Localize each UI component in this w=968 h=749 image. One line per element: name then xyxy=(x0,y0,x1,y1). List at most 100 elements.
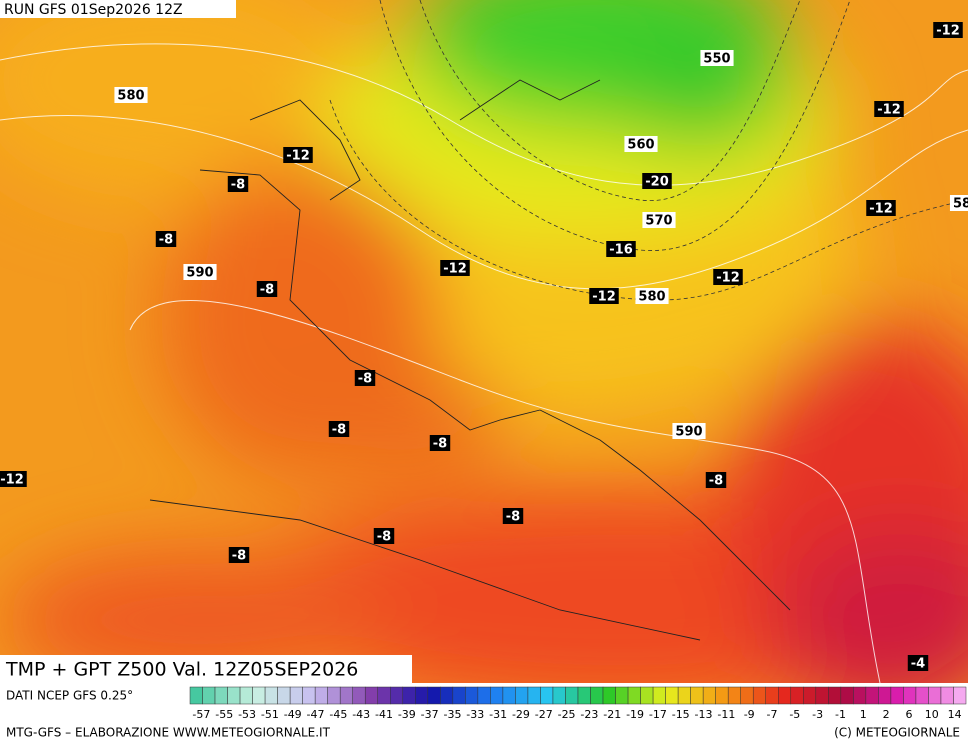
contour-label-text: -12 xyxy=(443,262,467,277)
colorbar-swatch xyxy=(677,686,691,705)
contour-label-text: 570 xyxy=(645,214,672,229)
contour-label-text: 580 xyxy=(117,89,144,104)
colorbar-swatch xyxy=(302,686,316,705)
contour-label-box xyxy=(624,136,658,152)
colorbar-label: -27 xyxy=(535,708,553,721)
contour-label: -12 xyxy=(283,147,313,164)
colorbar-label: 10 xyxy=(925,708,939,721)
colorbar-swatch xyxy=(702,686,716,705)
contour-label-text: -8 xyxy=(159,233,173,248)
contour-label-box xyxy=(949,195,968,211)
contour-label-text: -8 xyxy=(358,372,372,387)
contour-label-text: -4 xyxy=(911,657,925,672)
colorbar-swatch xyxy=(602,686,616,705)
colorbar-label: -31 xyxy=(489,708,507,721)
colorbar-swatch xyxy=(189,686,203,705)
contour-label: -8 xyxy=(256,281,278,298)
contour-label: 590 xyxy=(183,264,217,281)
colorbar-label: -57 xyxy=(192,708,210,721)
colorbar-label: 2 xyxy=(883,708,890,721)
colorbar-swatch xyxy=(565,686,579,705)
colorbar-swatch xyxy=(752,686,766,705)
contour-label-text: -8 xyxy=(709,474,723,489)
contour-label-box xyxy=(502,508,524,524)
contour-label-box xyxy=(700,50,734,66)
colorbar-swatch xyxy=(690,686,704,705)
contour-label-text: 590 xyxy=(675,425,702,440)
contour-label-text: -8 xyxy=(377,530,391,545)
contour-label-text: 590 xyxy=(186,266,213,281)
contour-label-text: -8 xyxy=(433,437,447,452)
colorbar-swatch xyxy=(339,686,353,705)
colorbar-label: -17 xyxy=(649,708,667,721)
colorbar-swatch xyxy=(465,686,479,705)
colorbar-swatch xyxy=(940,686,954,705)
colorbar-label: 1 xyxy=(860,708,867,721)
contour-label-box xyxy=(283,147,313,163)
contour-label-box xyxy=(114,87,148,103)
colorbar-label: -53 xyxy=(238,708,256,721)
contour-label: -8 xyxy=(354,370,376,387)
colorbar-swatch xyxy=(289,686,303,705)
colorbar-swatch xyxy=(364,686,378,705)
contour-label: -20 xyxy=(642,173,672,190)
colorbar-swatch xyxy=(953,686,967,705)
colorbar-swatch xyxy=(577,686,591,705)
colorbar-swatch xyxy=(415,686,429,705)
colorbar-swatch xyxy=(352,686,366,705)
contour-label-text: -20 xyxy=(645,175,669,190)
colorbar-swatch xyxy=(214,686,228,705)
contour-label: 590 xyxy=(672,423,706,440)
colorbar-swatch xyxy=(740,686,754,705)
contour-label: -8 xyxy=(373,528,395,545)
colorbar-label: -9 xyxy=(744,708,755,721)
contour-label-text: -16 xyxy=(609,243,633,258)
colorbar-swatch xyxy=(452,686,466,705)
colorbar-label: -21 xyxy=(603,708,621,721)
colorbar-swatch xyxy=(853,686,867,705)
contour-label-text: -12 xyxy=(592,290,616,305)
colorbar-swatch xyxy=(915,686,929,705)
colorbar-swatch xyxy=(865,686,879,705)
contour-label: -4 xyxy=(907,655,929,672)
contour-label-box xyxy=(256,281,278,297)
contour-label: -12 xyxy=(589,288,619,305)
contour-label-box xyxy=(0,471,27,487)
contour-label: -8 xyxy=(155,231,177,248)
contour-label: -8 xyxy=(502,508,524,525)
contour-label-box xyxy=(642,212,676,228)
contour-label-box xyxy=(155,231,177,247)
contour-label: -12 xyxy=(0,471,27,488)
colorbar-swatch xyxy=(640,686,654,705)
title-box xyxy=(0,655,412,683)
colorbar-label: 6 xyxy=(905,708,912,721)
contour-label-box xyxy=(354,370,376,386)
map-title: TMP + GPT Z500 Val. 12Z05SEP2026 xyxy=(5,659,358,681)
contour-label-box xyxy=(228,547,250,563)
contour-label-text: -8 xyxy=(260,283,274,298)
contour-label-text: -12 xyxy=(286,149,310,164)
colorbar-label: -47 xyxy=(307,708,325,721)
colorbar-label: -5 xyxy=(789,708,800,721)
colorbar-label: -1 xyxy=(835,708,846,721)
colorbar-swatch xyxy=(377,686,391,705)
contour-label: 560 xyxy=(624,136,658,153)
colorbar-swatch xyxy=(878,686,892,705)
colorbar-label: -51 xyxy=(261,708,279,721)
colorbar-swatch xyxy=(778,686,792,705)
colorbar-label: -7 xyxy=(767,708,778,721)
contour-label-box xyxy=(183,264,217,280)
colorbar-swatch xyxy=(540,686,554,705)
colorbar-label: 14 xyxy=(948,708,962,721)
colorbar-swatch xyxy=(890,686,904,705)
copyright: (C) METEOGIORNALE xyxy=(834,726,960,740)
contour-label: -12 xyxy=(866,200,896,217)
contour-label-box xyxy=(328,421,350,437)
colorbar-label: -15 xyxy=(672,708,690,721)
contour-label-text: -8 xyxy=(231,178,245,193)
contour-label-box xyxy=(705,472,727,488)
colorbar-swatch xyxy=(627,686,641,705)
contour-label: -8 xyxy=(328,421,350,438)
contour-label-text: -12 xyxy=(716,271,740,286)
